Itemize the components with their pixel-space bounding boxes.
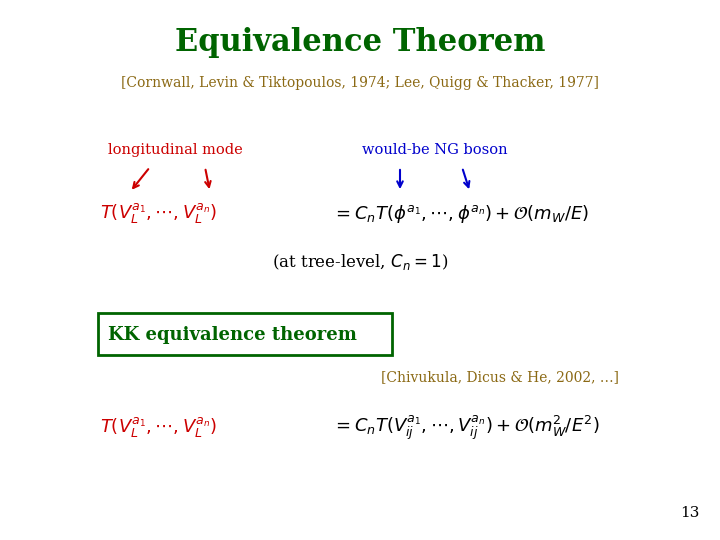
Text: 13: 13	[680, 506, 700, 520]
Text: $= C_n T(\phi^{a_1},\cdots,\phi^{a_n})+\mathcal{O}(m_W/E)$: $= C_n T(\phi^{a_1},\cdots,\phi^{a_n})+\…	[332, 203, 589, 225]
Text: [Chivukula, Dicus & He, 2002, …]: [Chivukula, Dicus & He, 2002, …]	[381, 370, 619, 384]
Text: Equivalence Theorem: Equivalence Theorem	[175, 28, 545, 58]
Text: [Cornwall, Levin & Tiktopoulos, 1974; Lee, Quigg & Thacker, 1977]: [Cornwall, Levin & Tiktopoulos, 1974; Le…	[121, 76, 599, 90]
Text: $T(V_L^{a_1},\cdots,V_L^{a_n})$: $T(V_L^{a_1},\cdots,V_L^{a_n})$	[100, 202, 217, 226]
Text: (at tree-level, $C_n = 1$): (at tree-level, $C_n = 1$)	[272, 252, 448, 272]
Text: KK equivalence theorem: KK equivalence theorem	[108, 326, 357, 344]
Text: $= C_n T(V_{ij}^{a_1},\cdots,V_{ij}^{a_n})+\mathcal{O}(m_W^2/E^2)$: $= C_n T(V_{ij}^{a_1},\cdots,V_{ij}^{a_n…	[332, 414, 600, 442]
Text: longitudinal mode: longitudinal mode	[107, 143, 243, 157]
Text: would-be NG boson: would-be NG boson	[362, 143, 508, 157]
Text: $T(V_L^{a_1},\cdots,V_L^{a_n})$: $T(V_L^{a_1},\cdots,V_L^{a_n})$	[100, 416, 217, 440]
